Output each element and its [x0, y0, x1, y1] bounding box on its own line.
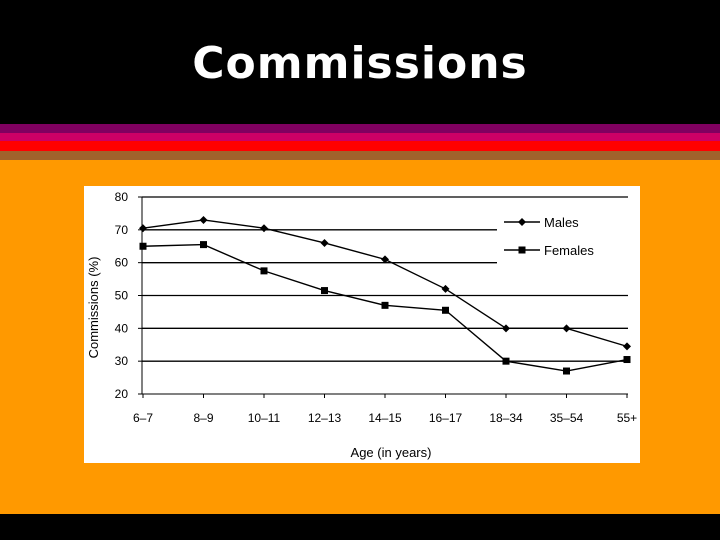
- x-axis-title: Age (in years): [351, 445, 432, 460]
- x-tick-label: 8–9: [193, 411, 213, 425]
- y-tick-label: 60: [115, 256, 129, 270]
- legend-marker-females: [518, 246, 526, 254]
- data-point-females: [623, 356, 631, 364]
- y-tick-label: 20: [115, 387, 129, 401]
- legend-label-males: Males: [544, 215, 579, 230]
- decorative-stripe-red: [0, 141, 720, 151]
- series-females: [139, 241, 631, 375]
- x-tick-label: 18–34: [489, 411, 523, 425]
- y-tick-label: 50: [115, 289, 129, 303]
- data-point-females: [442, 306, 449, 314]
- x-tick-label: 55+: [617, 411, 637, 425]
- data-point-males: [381, 255, 389, 264]
- x-tick-label: 12–13: [308, 411, 342, 425]
- legend-box: [497, 210, 629, 266]
- x-tick-label: 14–15: [368, 411, 402, 425]
- chart-container: 20 30 40 50 60 70 80 6–7 8–9 10–11 12–13 14–15 16–17…: [84, 186, 640, 463]
- data-point-females: [260, 267, 268, 275]
- y-tick-label: 70: [115, 223, 129, 237]
- data-point-females: [321, 287, 328, 295]
- x-tick-label: 35–54: [550, 411, 584, 425]
- data-point-females: [200, 241, 207, 249]
- decorative-stripe-magenta: [0, 133, 720, 141]
- data-point-males: [562, 324, 571, 333]
- y-axis-title: Commissions (%): [86, 257, 101, 359]
- data-point-males: [199, 215, 208, 224]
- legend-marker-males: [518, 218, 526, 226]
- legend: Males Females: [497, 210, 629, 266]
- x-tick-label: 10–11: [248, 411, 281, 425]
- data-point-females: [502, 357, 510, 365]
- y-tick-label: 80: [115, 190, 129, 204]
- y-tick-label: 30: [115, 354, 129, 368]
- line-chart: 20 30 40 50 60 70 80 6–7 8–9 10–11 12–13 14–15 16–17…: [86, 190, 638, 460]
- legend-label-females: Females: [544, 243, 594, 258]
- decorative-stripe-brown: [0, 151, 720, 160]
- series-males: [139, 215, 631, 351]
- data-point-females: [381, 301, 389, 309]
- data-point-males: [623, 342, 631, 351]
- data-point-males: [139, 224, 147, 233]
- x-tick-label: 6–7: [133, 411, 153, 425]
- series-group: [139, 215, 631, 375]
- slide-title: Commissions: [192, 38, 528, 89]
- data-point-males: [320, 238, 329, 247]
- data-point-females: [139, 242, 147, 250]
- data-point-males: [502, 324, 510, 333]
- y-tick-label: 40: [115, 321, 129, 335]
- data-point-females: [563, 367, 570, 375]
- axes: 20 30 40 50 60 70 80 6–7 8–9 10–11 12–13 14–15 16–17…: [115, 190, 638, 425]
- decorative-stripe-purple: [0, 124, 720, 133]
- data-point-males: [260, 224, 268, 233]
- x-tick-label: 16–17: [429, 411, 463, 425]
- data-point-males: [441, 284, 450, 293]
